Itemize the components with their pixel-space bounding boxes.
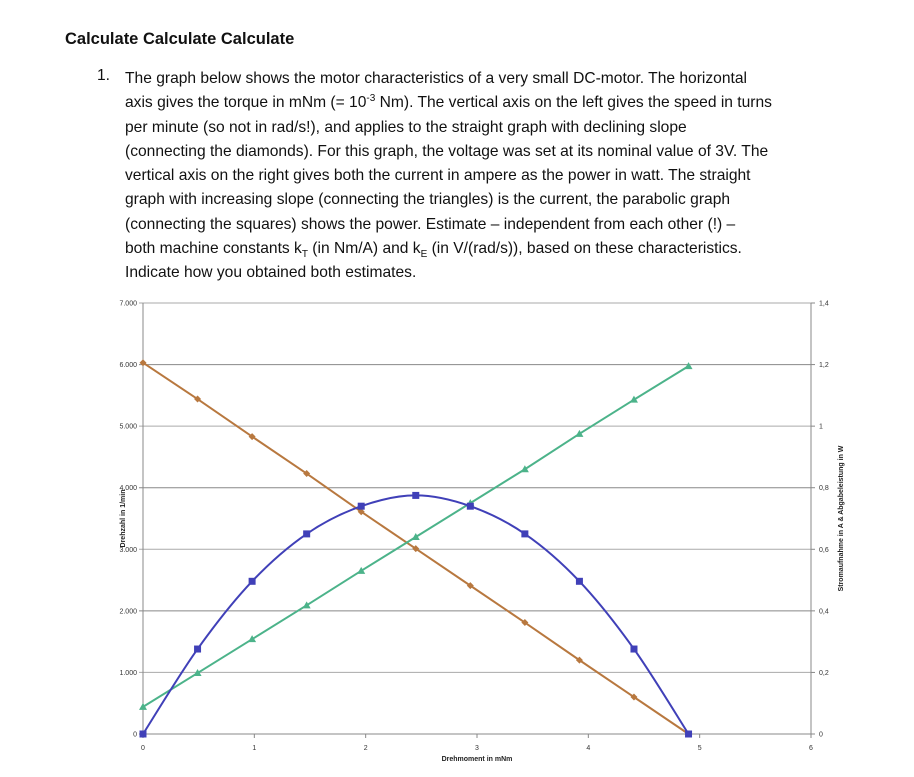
question-line: axis gives the torque in mNm (= 10-3 Nm)…	[125, 91, 845, 115]
triangle-marker	[357, 566, 366, 574]
x-tick-label: 3	[475, 745, 479, 752]
y-tick-label: 3.000	[119, 547, 137, 554]
diamond-marker	[630, 693, 638, 701]
y2-tick-label: 1,4	[819, 301, 829, 308]
x-tick-label: 0	[141, 745, 145, 752]
series-square-line	[142, 494, 690, 735]
script-text: -3	[366, 93, 376, 105]
triangle-marker	[248, 635, 257, 643]
triangle-marker	[139, 702, 147, 710]
text-segment: The graph below shows the motor characte…	[125, 70, 747, 87]
square-marker	[412, 491, 420, 499]
x-tick-label: 6	[809, 745, 813, 752]
text-segment: (connecting the diamonds). For this grap…	[125, 142, 769, 160]
triangle-marker	[411, 532, 420, 540]
diamond-marker	[521, 619, 529, 627]
text-segment: per minute (so not in rad/s!), and appli…	[125, 118, 687, 136]
y2-tick-label: 1,2	[819, 362, 829, 369]
y2-axis-label: Stromaufnahme in A & Abgabeleistung in W	[838, 445, 845, 591]
question-number: 1.	[97, 67, 111, 84]
y2-tick-label: 1	[819, 424, 823, 431]
page-title: Calculate Calculate Calculate	[65, 30, 295, 48]
y-axis-label: Drehzahl in 1/min	[120, 490, 127, 548]
diamond-marker	[575, 656, 583, 664]
question-line: vertical axis on the right gives both th…	[125, 164, 845, 188]
square-marker	[303, 530, 311, 538]
text-segment: (in Nm/A) and k	[307, 240, 421, 258]
triangle-marker	[193, 669, 202, 677]
square-marker	[685, 730, 693, 738]
text-segment: Indicate how you obtained both estimates…	[125, 264, 417, 282]
y2-tick-label: 0,2	[819, 670, 829, 677]
question-line: The graph below shows the motor characte…	[125, 67, 845, 91]
square-marker	[194, 645, 202, 653]
y-tick-label: 6.000	[119, 362, 137, 369]
triangle-marker	[684, 362, 693, 370]
question-line: both machine constants kT (in Nm/A) and …	[125, 237, 845, 261]
text-segment: (connecting the squares) shows the power…	[125, 215, 736, 233]
question-line: per minute (so not in rad/s!), and appli…	[125, 116, 845, 140]
y-tick-label: 2.000	[119, 608, 137, 615]
triangle-marker	[520, 465, 529, 473]
diamond-marker	[466, 582, 474, 590]
square-marker	[248, 577, 256, 585]
x-tick-label: 4	[586, 745, 590, 752]
question-line: (connecting the diamonds). For this grap…	[125, 140, 845, 164]
diamond-marker	[303, 470, 311, 478]
triangle-marker	[575, 429, 584, 437]
square-marker	[466, 502, 474, 510]
question-line: graph with increasing slope (connecting …	[125, 188, 845, 212]
square-marker	[630, 645, 638, 653]
text-segment: both machine constants k	[125, 240, 302, 258]
y2-tick-label: 0,8	[819, 485, 829, 492]
script-text: T	[301, 249, 308, 261]
triangle-marker	[629, 395, 638, 403]
y2-tick-label: 0	[819, 732, 823, 739]
square-marker	[575, 577, 583, 585]
text-segment: Nm). The vertical axis on the left gives…	[375, 94, 772, 112]
diamond-marker	[248, 433, 256, 441]
y-tick-label: 5.000	[119, 424, 137, 431]
question-line: (connecting the squares) shows the power…	[125, 213, 845, 237]
y-tick-label: 4.000	[119, 485, 137, 492]
question-line: Indicate how you obtained both estimates…	[125, 261, 845, 285]
y2-tick-label: 0,4	[819, 608, 829, 615]
script-text: E	[420, 249, 428, 261]
y2-tick-label: 0,6	[819, 547, 829, 554]
text-segment: graph with increasing slope (connecting …	[125, 191, 731, 209]
diamond-marker	[412, 545, 420, 553]
text-segment: vertical axis on the right gives both th…	[125, 167, 751, 185]
triangle-marker	[302, 601, 311, 609]
text-segment: (in V/(rad/s)), based on these character…	[427, 240, 742, 258]
square-marker	[357, 502, 365, 510]
y-tick-label: 1.000	[119, 670, 137, 677]
x-tick-label: 2	[364, 745, 368, 752]
y-tick-label: 0	[133, 732, 137, 739]
x-tick-label: 1	[252, 745, 256, 752]
question-text: The graph below shows the motor characte…	[125, 67, 845, 286]
x-axis-label: Drehmoment in mNm	[442, 756, 513, 763]
x-tick-label: 5	[698, 745, 702, 752]
text-segment: axis gives the torque in mNm (= 10	[125, 94, 367, 112]
y-tick-label: 7.000	[119, 301, 137, 308]
diamond-marker	[139, 359, 147, 367]
diamond-marker	[357, 508, 365, 516]
diamond-marker	[194, 395, 202, 403]
square-marker	[139, 730, 147, 738]
square-marker	[521, 530, 529, 538]
